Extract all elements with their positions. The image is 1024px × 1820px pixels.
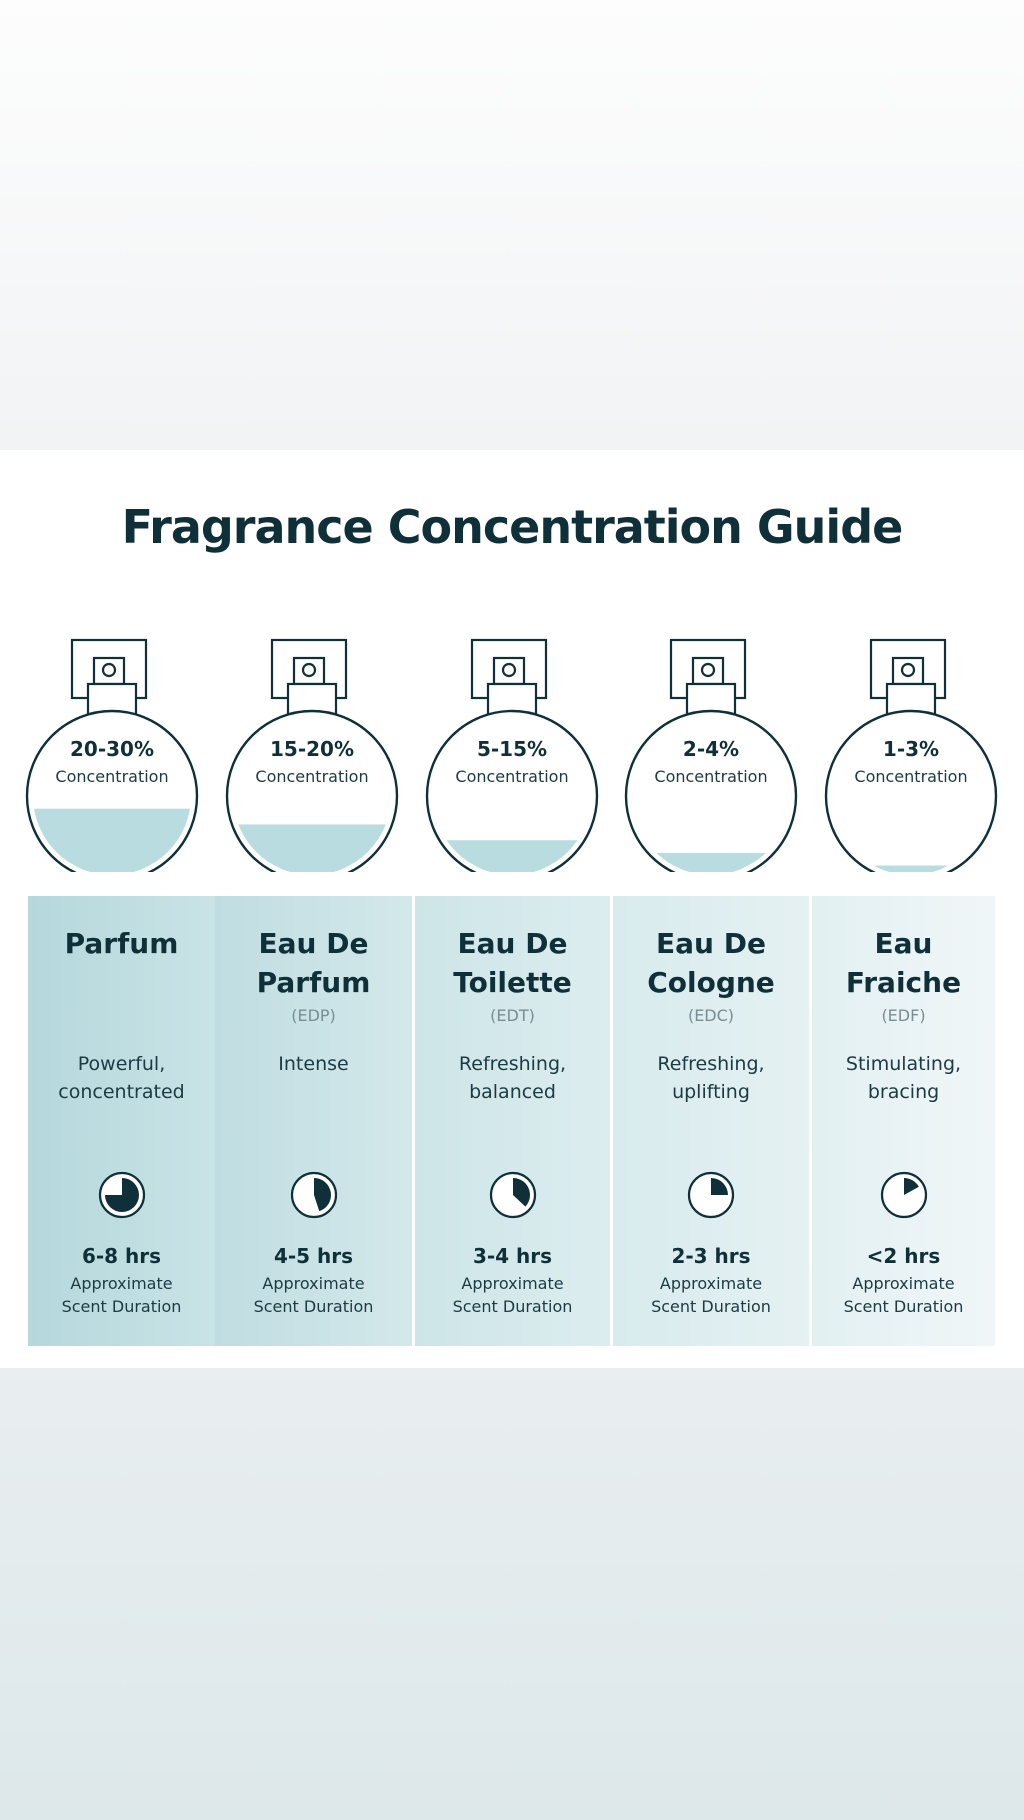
perfume-bottle-icon: [425, 638, 599, 872]
clock-pie-slice: [512, 1178, 530, 1207]
concentration-label: Concentration: [455, 767, 569, 786]
scent-duration-label: Approximate Scent Duration: [452, 1274, 573, 1316]
scent-duration-label: Approximate Scent Duration: [253, 1274, 374, 1316]
clock-pie-slice: [313, 1178, 331, 1212]
column-eau-fraiche: Eau Fraiche (EDF) Stimulating, bracing <…: [812, 896, 995, 1346]
column-eau-de-toilette: Eau De Toilette (EDT) Refreshing, balanc…: [415, 896, 610, 1346]
bottle-body: [824, 709, 998, 872]
fragrance-type-name: Eau De Toilette: [453, 927, 572, 999]
perfume-bottle-icon: [824, 638, 998, 872]
perfume-bottle-icon: [225, 638, 399, 872]
bottle-neck: [86, 682, 138, 716]
bottle-liquid: [33, 808, 191, 872]
column-parfum: Parfum Powerful, concentrated 6-8 hrs Ap…: [28, 896, 215, 1346]
bottle-nozzle: [700, 662, 716, 678]
concentration-percent: 1-3%: [882, 737, 940, 761]
scent-duration-hours: 6-8 hrs: [81, 1244, 162, 1268]
bottle-nozzle: [301, 662, 317, 678]
clock-pie-slice: [903, 1178, 919, 1195]
fragrance-abbreviation: (EDT): [490, 1006, 535, 1025]
column-eau-de-parfum: Eau De Parfum (EDP) Intense 4-5 hrs Appr…: [215, 896, 412, 1346]
clock-pie-icon: [687, 1171, 735, 1219]
bottle-body: [425, 709, 599, 872]
fragrance-description: Refreshing, balanced: [458, 1053, 567, 1103]
scent-duration-hours: 4-5 hrs: [273, 1244, 354, 1268]
bottle-eau-de-parfum: 15-20% Concentration: [224, 636, 400, 872]
bottle-body: [624, 709, 798, 872]
clock-pie-icon: [290, 1171, 337, 1219]
fragrance-abbreviation: (EDC): [687, 1006, 735, 1025]
fragrance-type-name: Eau De Parfum: [256, 927, 371, 999]
scent-duration-hours: <2 hrs: [866, 1244, 941, 1268]
bottle-eau-de-cologne: 2-4% Concentration: [623, 636, 799, 872]
bottle-neck: [685, 682, 737, 716]
bottle-eau-fraiche: 1-3% Concentration: [823, 636, 999, 872]
concentration-percent: 5-15%: [476, 737, 548, 761]
concentration-percent: 2-4%: [682, 737, 740, 761]
clock-pie-icon: [489, 1171, 536, 1219]
perfume-bottle-icon: [624, 638, 798, 872]
fragrance-type-name: Eau Fraiche: [845, 927, 962, 999]
concentration-label: Concentration: [55, 767, 169, 786]
fragrance-description: Intense: [278, 1053, 349, 1075]
concentration-percent: 20-30%: [69, 737, 154, 761]
bottle-neck: [286, 682, 338, 716]
scent-duration-hours: 3-4 hrs: [472, 1244, 553, 1268]
scent-duration-label: Approximate Scent Duration: [843, 1274, 964, 1316]
concentration-label: Concentration: [654, 767, 768, 786]
bottle-nozzle: [101, 662, 117, 678]
bottle-neck: [885, 682, 937, 716]
bottle-liquid: [832, 865, 990, 872]
fragrance-abbreviation: (EDF): [881, 1006, 926, 1025]
bottle-nozzle: [900, 662, 916, 678]
scent-duration-hours: 2-3 hrs: [671, 1244, 751, 1268]
fragrance-description: Refreshing, uplifting: [657, 1053, 765, 1103]
bottom-background: [0, 1368, 1024, 1820]
scent-duration-label: Approximate Scent Duration: [61, 1274, 182, 1316]
column-eau-de-cologne: Eau De Cologne (EDC) Refreshing, uplifti…: [613, 896, 809, 1346]
bottle-parfum: 20-30% Concentration: [24, 636, 200, 872]
guide-title: Fragrance Concentration Guide: [121, 500, 904, 554]
concentration-label: Concentration: [854, 767, 968, 786]
clock-pie-icon: [98, 1171, 145, 1219]
bottle-eau-de-toilette: 5-15% Concentration: [424, 636, 600, 872]
concentration-label: Concentration: [255, 767, 369, 786]
fragrance-abbreviation: (EDP): [291, 1006, 336, 1025]
fragrance-type-name: Eau De Cologne: [647, 927, 775, 999]
concentration-percent: 15-20%: [269, 737, 354, 761]
fragrance-description: Stimulating, bracing: [845, 1053, 962, 1103]
fragrance-description: Powerful, concentrated: [58, 1053, 185, 1103]
bottle-nozzle: [501, 662, 517, 678]
clock-pie-slice: [711, 1178, 728, 1195]
perfume-bottle-icon: [25, 638, 199, 872]
scent-duration-label: Approximate Scent Duration: [651, 1274, 771, 1316]
fragrance-type-name: Parfum: [64, 927, 179, 960]
top-background: [0, 0, 1024, 450]
clock-pie-slice: [104, 1178, 139, 1212]
bottle-neck: [486, 682, 538, 716]
clock-pie-icon: [880, 1171, 927, 1219]
